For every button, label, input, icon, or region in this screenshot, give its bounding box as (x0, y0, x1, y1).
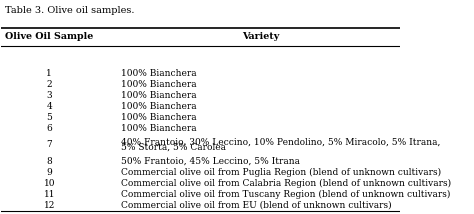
Text: Commercial olive oil from Tuscany Region (blend of unknown cultivars): Commercial olive oil from Tuscany Region… (121, 190, 450, 199)
Text: 2: 2 (46, 80, 52, 89)
Text: 5: 5 (46, 113, 52, 122)
Text: 4: 4 (46, 102, 52, 111)
Text: 100% Bianchera: 100% Bianchera (121, 69, 197, 78)
Text: 100% Bianchera: 100% Bianchera (121, 80, 197, 89)
Text: 9: 9 (46, 168, 52, 177)
Text: 1: 1 (46, 69, 52, 78)
Text: Commercial olive oil from Calabria Region (blend of unknown cultivars): Commercial olive oil from Calabria Regio… (121, 178, 451, 188)
Text: 6: 6 (46, 124, 52, 133)
Text: Commercial olive oil from Puglia Region (blend of unknown cultivars): Commercial olive oil from Puglia Region … (121, 168, 441, 177)
Text: 12: 12 (44, 201, 55, 210)
Text: 100% Bianchera: 100% Bianchera (121, 91, 197, 100)
Text: 7: 7 (46, 140, 52, 149)
Text: 100% Bianchera: 100% Bianchera (121, 113, 197, 122)
Text: Table 3. Olive oil samples.: Table 3. Olive oil samples. (5, 6, 134, 15)
Text: 50% Frantoio, 45% Leccino, 5% Itrana: 50% Frantoio, 45% Leccino, 5% Itrana (121, 157, 300, 166)
Text: Variety: Variety (242, 32, 279, 41)
Text: 40% Frantoio, 30% Leccino, 10% Pendolino, 5% Miracolo, 5% Itrana,: 40% Frantoio, 30% Leccino, 10% Pendolino… (121, 138, 440, 147)
Text: 11: 11 (44, 190, 55, 199)
Text: 3: 3 (46, 91, 52, 100)
Text: 100% Bianchera: 100% Bianchera (121, 124, 197, 133)
Text: Commercial olive oil from EU (blend of unknown cultivars): Commercial olive oil from EU (blend of u… (121, 201, 392, 210)
Text: 100% Bianchera: 100% Bianchera (121, 102, 197, 111)
Text: Olive Oil Sample: Olive Oil Sample (5, 32, 93, 41)
Text: 5% Storta, 5% Carolea: 5% Storta, 5% Carolea (121, 142, 226, 151)
Text: 10: 10 (44, 179, 55, 188)
Text: 8: 8 (46, 157, 52, 166)
